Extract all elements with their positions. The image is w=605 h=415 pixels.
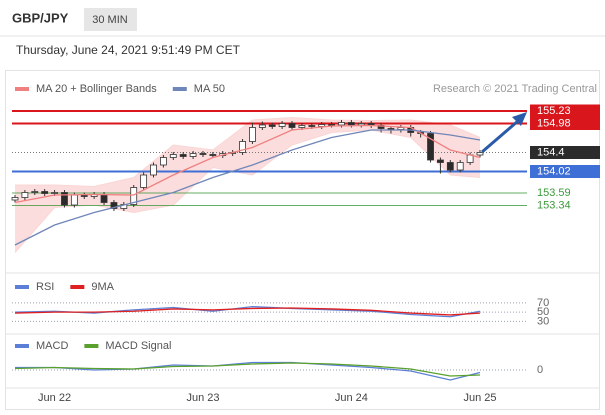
series-line (14, 307, 481, 316)
candle-body (160, 157, 167, 166)
candle-body (110, 202, 118, 209)
level-label-box (530, 104, 600, 118)
candle-body (61, 192, 68, 206)
candle-body (51, 192, 58, 194)
candle-body (249, 127, 256, 142)
candle-body (150, 164, 157, 176)
level-label: 154.02 (537, 165, 571, 177)
series-line (14, 124, 481, 204)
candle-body (70, 194, 78, 206)
candle-body (288, 123, 296, 128)
legend-swatch (172, 87, 187, 91)
candle-body (347, 122, 355, 126)
bollinger-band (15, 117, 480, 253)
candle-body (268, 124, 276, 127)
y-tick-label: 0 (537, 364, 543, 376)
candle-body (357, 123, 365, 126)
forecast-arrow (481, 119, 519, 154)
candle-body (140, 174, 148, 188)
candle-body (427, 133, 434, 161)
candle-body (298, 125, 306, 128)
legend-swatch (70, 285, 85, 289)
legend-swatch (84, 344, 99, 348)
candle-body (278, 123, 286, 127)
candle-body (189, 153, 197, 157)
candle-body (100, 194, 108, 203)
level-label-box (530, 117, 600, 130)
candle-body (456, 162, 464, 171)
candle-body (11, 197, 19, 201)
candle-body (199, 153, 207, 155)
x-tick-label: Jun 24 (335, 392, 368, 404)
candle-body (437, 159, 444, 163)
y-tick-label: 70 (537, 297, 549, 309)
y-tick-label: 30 (537, 315, 549, 327)
symbol: GBP/JPY (12, 10, 69, 25)
candle-body (130, 187, 138, 205)
x-tick-label: Jun 22 (38, 392, 71, 404)
legend-label: MACD Signal (105, 340, 171, 352)
x-tick-label: Jun 23 (186, 392, 219, 404)
x-tick-label: Jun 25 (463, 392, 496, 404)
series-line (14, 362, 481, 377)
legend-label: 9MA (91, 281, 114, 293)
candle-body (21, 192, 29, 198)
candle-body (446, 162, 454, 171)
candle-body (31, 191, 39, 193)
level-label-box (530, 165, 600, 178)
timeframe-box[interactable] (84, 8, 137, 31)
chart-frame (5, 70, 600, 410)
bollinger-upper (15, 116, 481, 188)
level-label: 154.98 (537, 117, 571, 129)
datetime: Thursday, June 24, 2021 9:51:49 PM CET (16, 43, 241, 57)
level-label: 153.34 (537, 199, 571, 211)
candle-body (308, 125, 316, 127)
candle-body (209, 154, 217, 156)
level-label: 155.23 (537, 105, 571, 117)
level-label: 154.4 (537, 146, 565, 158)
legend-label: MA 50 (194, 83, 225, 95)
candle-body (169, 154, 177, 158)
legend-swatch (15, 285, 29, 289)
legend-swatch (15, 87, 29, 91)
y-tick-label: 50 (537, 306, 549, 318)
legend-label: MA 20 + Bollinger Bands (36, 83, 157, 95)
candle-body (179, 154, 187, 157)
candle-body (397, 127, 405, 130)
candle-body (239, 141, 246, 153)
candle-body (41, 191, 49, 194)
timeframe[interactable]: 30 MIN (92, 14, 128, 26)
series-line (15, 361, 481, 381)
forecast-arrowhead (512, 112, 527, 126)
source: Research © 2021 Trading Central (433, 83, 597, 95)
series-line (14, 305, 481, 318)
level-label-box (530, 146, 600, 159)
candle-body (338, 122, 345, 126)
level-label: 153.59 (537, 187, 571, 199)
candle-body (258, 124, 266, 128)
legend-label: RSI (36, 281, 54, 293)
series-line (14, 129, 481, 246)
legend-swatch (15, 344, 29, 348)
candle-body (476, 152, 484, 156)
legend-label: MACD (36, 340, 68, 352)
